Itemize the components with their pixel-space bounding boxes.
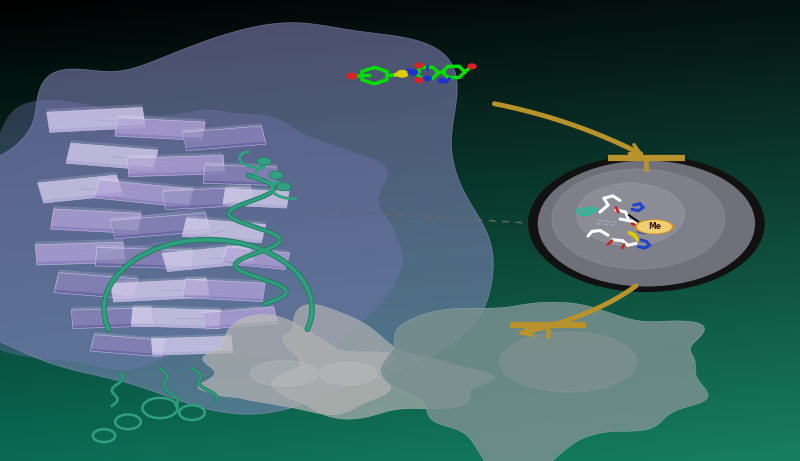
Polygon shape <box>272 304 495 419</box>
Polygon shape <box>162 245 254 272</box>
Polygon shape <box>182 277 266 299</box>
Polygon shape <box>0 23 494 414</box>
Polygon shape <box>182 123 266 148</box>
Polygon shape <box>203 165 277 185</box>
Polygon shape <box>38 172 122 200</box>
Polygon shape <box>35 242 125 265</box>
Polygon shape <box>54 270 138 296</box>
Ellipse shape <box>500 332 636 392</box>
Polygon shape <box>66 143 158 170</box>
Circle shape <box>415 63 423 68</box>
Circle shape <box>576 183 685 245</box>
Polygon shape <box>381 302 708 461</box>
Polygon shape <box>203 162 277 183</box>
Polygon shape <box>162 184 254 207</box>
Polygon shape <box>151 334 233 353</box>
Circle shape <box>347 73 357 79</box>
Polygon shape <box>94 180 194 207</box>
Polygon shape <box>50 206 142 230</box>
Polygon shape <box>202 307 278 329</box>
Polygon shape <box>127 155 225 177</box>
Polygon shape <box>127 153 225 174</box>
Polygon shape <box>202 305 278 327</box>
Polygon shape <box>0 100 403 370</box>
Circle shape <box>552 169 725 269</box>
Polygon shape <box>131 305 221 326</box>
Polygon shape <box>71 307 153 329</box>
Polygon shape <box>38 175 122 203</box>
Polygon shape <box>222 244 290 267</box>
Polygon shape <box>110 279 210 302</box>
Ellipse shape <box>250 361 318 386</box>
Polygon shape <box>110 213 210 239</box>
Circle shape <box>438 78 446 83</box>
Polygon shape <box>95 248 193 269</box>
Circle shape <box>529 156 764 291</box>
Ellipse shape <box>638 221 671 233</box>
Polygon shape <box>182 126 266 151</box>
Circle shape <box>538 161 754 286</box>
Polygon shape <box>182 279 266 301</box>
Polygon shape <box>223 189 289 208</box>
Polygon shape <box>50 209 142 234</box>
Circle shape <box>257 157 271 165</box>
Polygon shape <box>110 210 210 236</box>
Polygon shape <box>162 187 254 210</box>
Polygon shape <box>222 247 290 270</box>
Polygon shape <box>151 336 233 355</box>
Polygon shape <box>131 307 221 329</box>
Ellipse shape <box>319 362 377 385</box>
Polygon shape <box>223 186 289 206</box>
Polygon shape <box>90 332 166 355</box>
Polygon shape <box>46 104 146 130</box>
Circle shape <box>269 171 283 179</box>
Polygon shape <box>90 335 166 357</box>
Polygon shape <box>35 239 125 262</box>
Polygon shape <box>182 218 266 243</box>
Polygon shape <box>198 314 395 415</box>
Polygon shape <box>94 177 194 205</box>
Polygon shape <box>95 245 193 266</box>
Circle shape <box>423 76 431 81</box>
Circle shape <box>415 78 423 83</box>
Text: Me: Me <box>648 222 661 231</box>
Polygon shape <box>162 242 254 269</box>
Circle shape <box>277 183 291 191</box>
Circle shape <box>397 71 408 77</box>
Polygon shape <box>182 215 266 240</box>
Polygon shape <box>71 305 153 326</box>
Polygon shape <box>114 115 206 138</box>
Polygon shape <box>114 118 206 141</box>
Circle shape <box>468 64 476 69</box>
Circle shape <box>408 70 418 75</box>
Polygon shape <box>54 272 138 299</box>
Ellipse shape <box>635 220 674 234</box>
Polygon shape <box>110 276 210 299</box>
Polygon shape <box>66 140 158 167</box>
Polygon shape <box>46 107 146 132</box>
